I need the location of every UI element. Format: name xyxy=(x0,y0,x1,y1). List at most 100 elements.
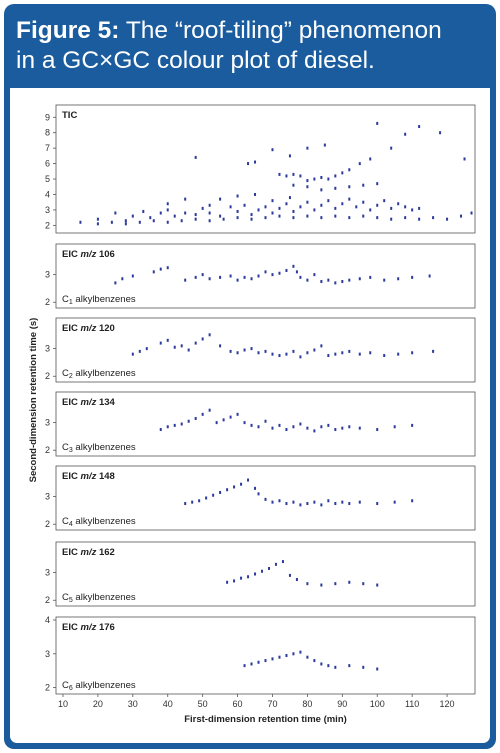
data-point xyxy=(208,219,211,223)
data-point xyxy=(173,345,176,349)
x-tick-label: 20 xyxy=(93,699,103,709)
y-tick-label: 3 xyxy=(45,418,50,428)
data-point xyxy=(292,183,295,187)
data-point xyxy=(159,341,162,345)
data-point xyxy=(397,202,400,206)
y-tick-label: 5 xyxy=(45,174,50,184)
data-point xyxy=(226,488,229,492)
panel-label: EIC m/z 106 xyxy=(62,249,115,260)
data-point xyxy=(194,341,197,345)
data-point xyxy=(288,154,291,158)
panel-label: EIC m/z 134 xyxy=(62,397,116,408)
panel-frame xyxy=(55,104,476,234)
data-point xyxy=(219,344,222,348)
data-point xyxy=(278,172,281,176)
data-point xyxy=(411,351,414,355)
data-point xyxy=(271,352,274,356)
data-point xyxy=(383,199,386,203)
data-point xyxy=(267,566,270,570)
data-point xyxy=(362,200,365,204)
data-point xyxy=(341,202,344,206)
data-point xyxy=(348,425,351,429)
data-point xyxy=(247,575,250,579)
data-point xyxy=(250,347,253,351)
data-point xyxy=(166,338,169,342)
data-point xyxy=(166,202,169,206)
data-point xyxy=(334,186,337,190)
data-point xyxy=(138,220,141,224)
data-point xyxy=(278,214,281,218)
data-point xyxy=(376,216,379,220)
data-point xyxy=(278,206,281,210)
data-point xyxy=(390,217,393,221)
data-point xyxy=(254,572,257,576)
data-point xyxy=(439,131,442,135)
caption-line-1: The “roof-tiling” phenomenon xyxy=(125,17,442,44)
data-point xyxy=(348,349,351,353)
data-point xyxy=(299,422,302,426)
data-point xyxy=(142,209,145,213)
data-point xyxy=(306,426,309,430)
data-point xyxy=(334,502,337,506)
panel-frame xyxy=(55,541,476,607)
data-point xyxy=(320,344,323,348)
data-point xyxy=(327,664,330,668)
y-tick-label: 4 xyxy=(45,615,50,625)
data-point xyxy=(278,271,281,275)
data-point xyxy=(114,281,117,285)
data-point xyxy=(180,344,183,348)
data-point xyxy=(292,172,295,176)
data-point xyxy=(152,219,155,223)
data-point xyxy=(274,562,277,566)
data-point xyxy=(320,280,323,284)
data-point xyxy=(313,429,316,433)
data-point xyxy=(243,664,246,668)
data-point xyxy=(96,222,99,226)
panel-frame xyxy=(55,616,476,695)
data-point xyxy=(313,348,316,352)
data-point xyxy=(131,214,134,218)
panel-label: TIC xyxy=(62,110,77,121)
y-tick-label: 3 xyxy=(45,205,50,215)
data-point xyxy=(184,278,187,282)
data-point xyxy=(145,347,148,351)
data-point xyxy=(320,425,323,429)
panel-label: EIC m/z 176 xyxy=(62,622,115,633)
data-point xyxy=(285,202,288,206)
data-point xyxy=(358,500,361,504)
data-point xyxy=(348,278,351,282)
data-point xyxy=(348,580,351,584)
data-point xyxy=(226,580,229,584)
y-tick-label: 2 xyxy=(45,220,50,230)
y-tick-label: 2 xyxy=(45,683,50,693)
data-point xyxy=(358,352,361,356)
data-point xyxy=(362,665,365,669)
data-point xyxy=(254,486,257,490)
x-tick-label: 90 xyxy=(337,699,347,709)
data-point xyxy=(327,199,330,203)
data-point xyxy=(299,355,302,359)
data-point xyxy=(131,352,134,356)
data-point xyxy=(299,503,302,507)
x-tick-label: 120 xyxy=(440,699,455,709)
x-axis-title: First-dimension retention time (min) xyxy=(184,714,347,725)
data-point xyxy=(257,660,260,664)
data-point xyxy=(320,175,323,179)
y-tick-label: 3 xyxy=(45,492,50,502)
compound-label: C3 alkylbenzenes xyxy=(62,442,136,454)
data-point xyxy=(257,492,260,496)
data-point xyxy=(208,203,211,207)
data-point xyxy=(299,275,302,279)
compound-label: C4 alkylbenzenes xyxy=(62,516,136,528)
data-point xyxy=(411,423,414,427)
data-point xyxy=(306,179,309,183)
data-point xyxy=(149,216,152,220)
data-point xyxy=(355,205,358,209)
data-point xyxy=(341,351,344,355)
data-point xyxy=(184,211,187,215)
data-point xyxy=(159,211,162,215)
data-point xyxy=(288,196,291,200)
data-point xyxy=(306,278,309,282)
data-point xyxy=(362,582,365,586)
